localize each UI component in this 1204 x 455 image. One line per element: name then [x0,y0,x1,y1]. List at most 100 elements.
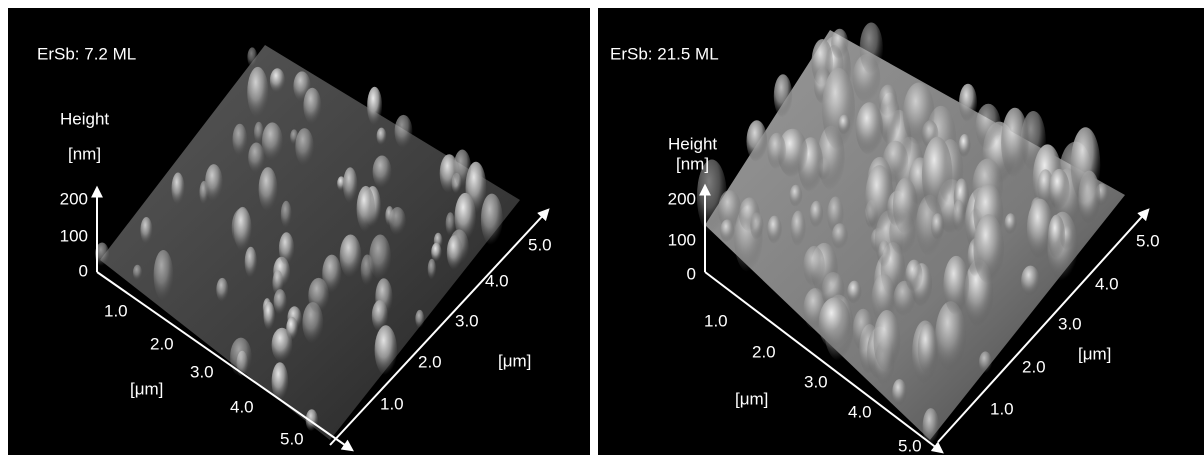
surface-peak [259,167,278,211]
surface-peak [1049,169,1070,210]
surface-peak [819,297,851,349]
surface-peak [893,178,918,234]
surface-peak [853,309,874,352]
surface-peak [790,185,803,207]
surface-peak [973,214,1004,283]
figure: ErSb: 7.2 ML Height [nm] [μm] [μm] ErSb:… [0,0,1204,455]
surface-peak [428,259,436,280]
x-tick-label: 5.0 [898,436,922,455]
surface-peak [959,134,971,157]
x-tick-label: 2.0 [752,342,776,361]
x-tick-label: 2.0 [150,334,174,353]
surface-peak [286,317,298,341]
surface-peak [367,87,382,125]
surface-peak [1048,215,1065,259]
y-tick-label: 1.0 [990,399,1014,418]
x-tick-label: 1.0 [104,301,128,320]
surface-peak [264,302,275,330]
surface-peak [959,84,977,122]
surface-peak [953,200,966,232]
y-unit: [μm] [498,351,531,370]
surface-peak [361,255,374,286]
surface-peak [272,270,283,295]
surface-peak [247,47,257,67]
surface-peak [879,85,898,117]
surface-peak [774,74,792,117]
surface-peak [254,122,264,144]
surface-peak [481,194,503,245]
surface-peak [931,213,944,239]
surface-peak [856,102,883,155]
x-tick-label: 3.0 [804,372,828,391]
surface-peak [454,150,472,188]
surface-peak [205,164,223,201]
surface-peak [979,351,992,373]
surface-peak [262,122,283,160]
surface-peak [847,281,861,304]
surface-peak [375,325,397,375]
height-tick-label: 100 [60,226,88,245]
surface-peak [1001,108,1029,178]
height-label: Height [60,109,109,128]
surface-peak [308,278,329,313]
surface-peak [140,217,152,244]
surface-peak [357,186,375,232]
y-unit: [μm] [1078,344,1111,363]
surface-peak [133,265,142,281]
height-unit: [nm] [676,154,709,173]
surface-peak [395,115,413,148]
panel-title: ErSb: 21.5 ML [610,44,719,63]
x-unit: [μm] [130,379,163,398]
surface-peak [270,68,285,92]
surface-peak [431,243,441,262]
height-unit: [nm] [68,144,101,163]
surface-peak [892,379,906,406]
y-tick-label: 2.0 [418,352,442,371]
surface-peak [377,128,387,146]
y-tick-label: 3.0 [455,311,479,330]
surface-peak [247,67,268,118]
x-tick-label: 3.0 [190,362,214,381]
surface-peak [389,207,406,235]
surface-peak [216,278,228,302]
surface-peak [295,128,313,165]
surface-peak [279,232,294,265]
surface-peak [860,23,883,75]
height-tick-label: 200 [60,189,88,208]
surface-peak [446,212,456,235]
x-unit: [μm] [735,389,768,408]
surface-peak [415,310,424,328]
surface-peak [233,124,248,156]
surface-peak [922,137,953,214]
x-tick-label: 4.0 [848,402,872,421]
surface-peak [248,143,264,173]
y-tick-label: 4.0 [485,271,509,290]
surface-peak [878,240,890,267]
surface-peak [343,167,357,203]
surface-peak [447,235,463,270]
surface-peak [791,211,806,247]
surface-peak [767,216,782,244]
surface-peak [1021,266,1040,296]
surface-peak [340,235,362,278]
height-tick-label: 0 [79,261,88,280]
height-tick-label: 100 [668,230,696,249]
surface-peak [172,173,185,205]
height-tick-label: 0 [687,264,696,283]
x-tick-label: 4.0 [230,397,254,416]
surface-peak [905,260,922,292]
height-label: Height [668,134,717,153]
panel-title: ErSb: 7.2 ML [37,44,136,63]
y-tick-label: 5.0 [1136,231,1160,250]
x-tick-label: 5.0 [280,429,304,448]
surface-peak [903,83,935,145]
height-tick-label: 200 [668,189,696,208]
surface-peak [281,201,292,228]
y-tick-label: 4.0 [1095,274,1119,293]
surface-peak [810,201,824,228]
surface-peak [943,256,969,315]
surface-peak [230,338,252,377]
surface-peak [154,250,174,301]
surface-peak [831,29,848,59]
y-tick-label: 3.0 [1058,314,1082,333]
